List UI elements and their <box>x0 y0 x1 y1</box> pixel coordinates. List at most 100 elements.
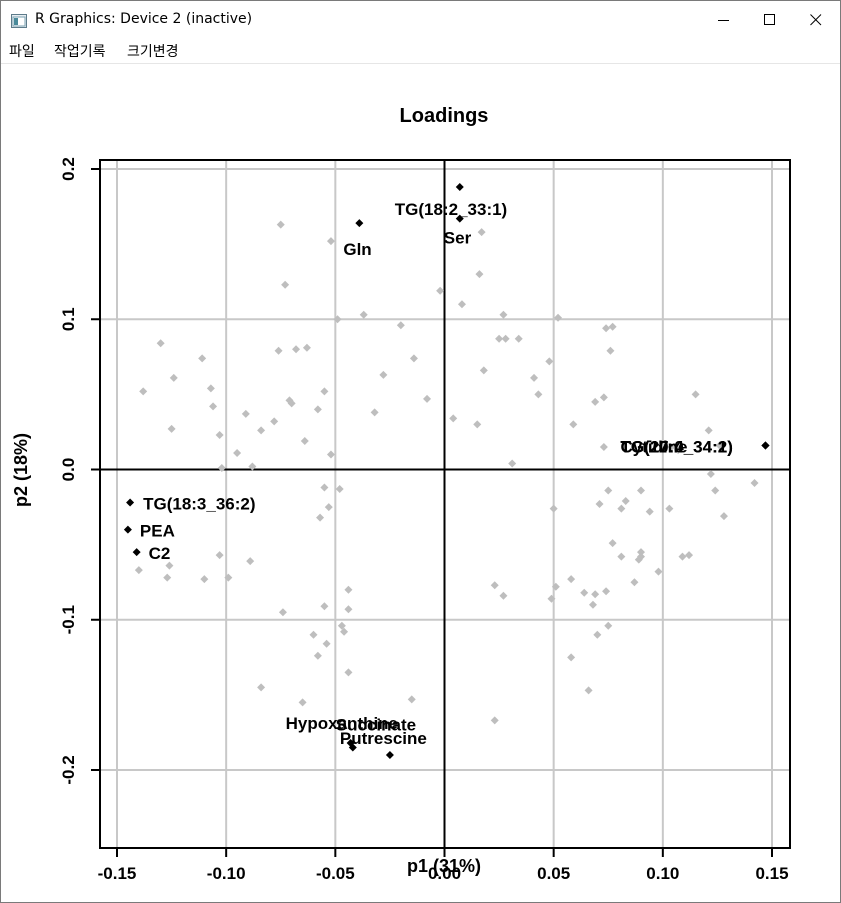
loading-point <box>134 566 143 575</box>
loading-point <box>281 280 290 289</box>
loading-point <box>593 630 602 639</box>
loading-point <box>665 504 674 513</box>
loading-point <box>704 426 713 435</box>
loading-point <box>309 630 318 639</box>
loading-point <box>711 486 720 495</box>
y-tick-label: 0.0 <box>59 458 78 482</box>
loading-point <box>257 683 266 692</box>
loading-point <box>674 445 683 454</box>
loading-point <box>588 600 597 609</box>
highlighted-point <box>132 548 141 557</box>
loading-point <box>313 651 322 660</box>
loading-point <box>340 627 349 636</box>
y-tick-label: 0.1 <box>59 307 78 331</box>
loading-point <box>617 504 626 513</box>
menu-history[interactable]: 작업기록 <box>54 44 106 60</box>
loading-point <box>163 573 172 582</box>
menu-resize[interactable]: 크기변경 <box>127 44 179 60</box>
loading-point <box>473 420 482 429</box>
close-button[interactable] <box>793 1 839 39</box>
title-bar[interactable]: R Graphics: Device 2 (inactive) <box>1 1 840 39</box>
loading-point <box>344 605 353 614</box>
loading-point <box>678 552 687 561</box>
loading-point <box>637 552 645 561</box>
point-label: Putrescine <box>340 729 427 748</box>
loading-point <box>490 716 499 725</box>
loading-point <box>449 414 458 423</box>
point-labels: TG(18:2_33:1) Ser Gln TG(17:0_34:2)TG(20:4_… <box>140 200 733 748</box>
loading-point <box>621 497 630 506</box>
loading-point <box>324 503 333 512</box>
x-axis-label: p1 (31%) <box>407 856 481 876</box>
loading-point <box>436 286 445 295</box>
loading-point <box>584 686 593 695</box>
loading-point <box>667 442 676 451</box>
loading-point <box>233 448 242 457</box>
loading-point <box>302 343 311 352</box>
highlighted-point <box>761 441 770 450</box>
loading-point <box>495 334 504 343</box>
x-tick-label: -0.05 <box>316 864 355 883</box>
loading-point <box>333 315 342 324</box>
x-tick-label: -0.10 <box>207 864 246 883</box>
loading-point <box>326 237 335 246</box>
loading-point <box>370 408 379 417</box>
highlighted-point <box>385 750 394 759</box>
loading-point <box>320 387 329 396</box>
loading-point <box>276 220 285 229</box>
x-tick-label: -0.15 <box>98 864 137 883</box>
loading-point <box>549 504 558 513</box>
maximize-button[interactable] <box>747 1 793 39</box>
loading-point <box>637 548 645 557</box>
maximize-icon <box>764 14 775 25</box>
loading-point <box>608 322 617 331</box>
highlighted-point <box>355 219 364 228</box>
loading-point <box>602 324 611 333</box>
highlighted-point <box>123 525 132 534</box>
loading-point <box>396 321 405 330</box>
loading-point <box>580 588 589 597</box>
loading-point <box>617 552 626 561</box>
loading-point <box>685 551 694 560</box>
loading-point <box>547 594 556 603</box>
point-label: Gln <box>343 240 371 259</box>
loading-point <box>499 591 508 600</box>
highlighted-point <box>455 214 464 223</box>
loading-point <box>337 621 346 630</box>
menu-file[interactable]: 파일 <box>9 44 35 60</box>
loading-point <box>490 581 499 590</box>
loading-point <box>637 486 645 495</box>
menu-bar: 파일 작업기록 크기변경 <box>1 39 840 64</box>
loading-point <box>298 698 307 707</box>
loading-point <box>706 470 715 479</box>
loading-point <box>591 590 600 599</box>
loading-point <box>477 228 486 237</box>
highlighted-point <box>455 183 464 192</box>
loading-point <box>423 394 432 403</box>
loading-point <box>457 300 466 309</box>
loading-point <box>215 430 224 439</box>
point-label: Ser <box>444 229 472 248</box>
loading-point <box>567 653 576 662</box>
loading-point <box>630 578 639 587</box>
loading-point <box>475 270 484 279</box>
loading-point <box>379 370 388 379</box>
minimize-button[interactable] <box>701 1 747 39</box>
loadings-scatter-chart: TG(18:2_33:1) Ser Gln TG(17:0_34:2)TG(20:4_… <box>11 105 791 883</box>
loading-point <box>691 390 700 399</box>
minimize-icon <box>718 20 729 21</box>
loading-point <box>608 539 617 548</box>
loading-point <box>344 668 353 677</box>
loading-point <box>514 334 523 343</box>
loading-point <box>534 390 543 399</box>
loading-point <box>591 397 600 406</box>
x-tick-label: 0.10 <box>646 864 679 883</box>
axes: -0.15 -0.10 -0.05 0.00 0.05 0.10 0.15 -0.2 -0.1 0… <box>59 157 789 883</box>
loading-point <box>241 409 250 418</box>
loading-point <box>270 417 279 426</box>
loading-point <box>654 567 663 576</box>
loading-point <box>604 621 613 630</box>
loading-point <box>224 573 233 582</box>
loading-point <box>313 405 322 414</box>
